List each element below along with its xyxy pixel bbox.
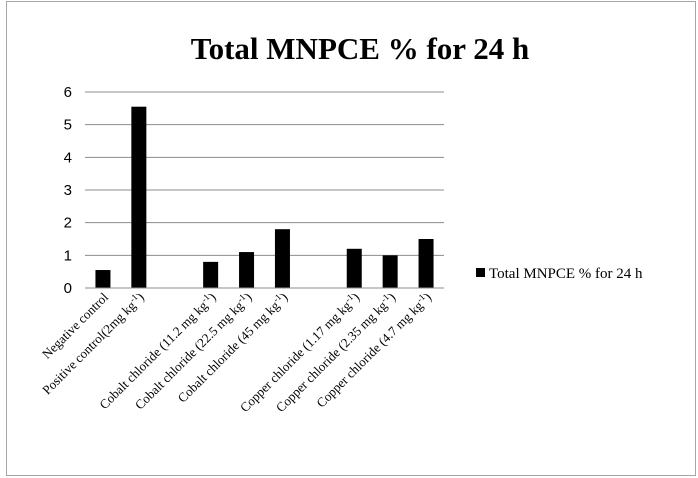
y-tick-label: 4 (64, 149, 72, 166)
legend: Total MNPCE % for 24 h (476, 266, 643, 282)
bar (131, 107, 146, 288)
bar (239, 252, 254, 288)
y-tick-label: 2 (64, 215, 72, 232)
y-tick-label: 5 (64, 117, 72, 134)
y-axis-ticks: 0 1 2 3 4 5 6 (64, 84, 72, 297)
bar (95, 270, 110, 288)
legend-swatch (476, 268, 485, 277)
legend-label: Total MNPCE % for 24 h (489, 266, 643, 282)
y-tick-label: 1 (64, 247, 72, 264)
bar (419, 239, 434, 288)
y-tick-label: 6 (64, 84, 72, 101)
bar (347, 249, 362, 288)
bar (203, 262, 218, 288)
chart-title: Total MNPCE % for 24 h (191, 31, 529, 66)
bars (95, 107, 433, 288)
bar (383, 255, 398, 288)
bar (275, 229, 290, 288)
y-tick-label: 3 (64, 182, 72, 199)
y-tick-label: 0 (64, 280, 72, 297)
